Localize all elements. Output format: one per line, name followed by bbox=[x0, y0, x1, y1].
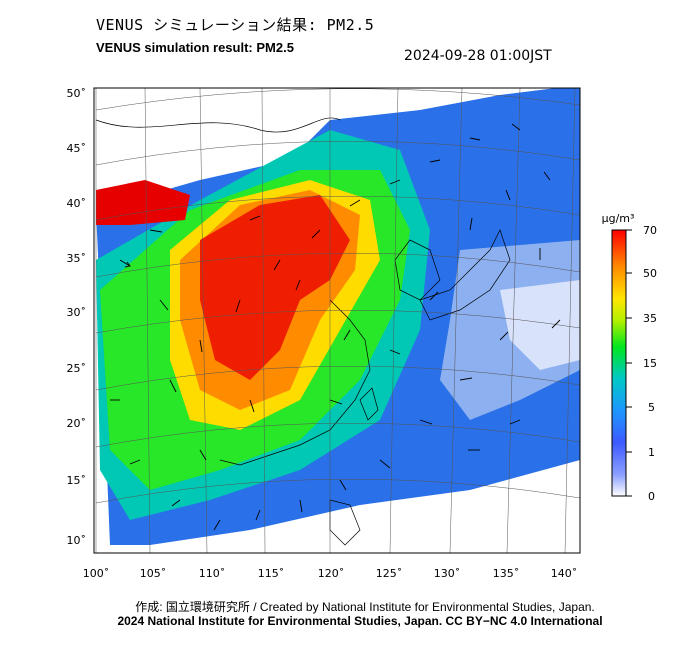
wind-vectors bbox=[110, 123, 561, 531]
map-frame bbox=[93, 87, 581, 554]
lon-tick-140: 140˚ bbox=[551, 567, 578, 580]
lat-tick-15: 15˚ bbox=[67, 474, 87, 487]
field-pale bbox=[500, 280, 580, 370]
lon-tick-110: 110˚ bbox=[199, 567, 226, 580]
colorbar-tick-15: 15 bbox=[643, 357, 657, 370]
lat-tick-50: 50˚ bbox=[67, 87, 87, 100]
colorbar: μg/m³ 70 50 35 15 5 1 0 bbox=[602, 212, 657, 503]
colorbar-tick-35: 35 bbox=[643, 312, 657, 325]
lat-tick-20: 20˚ bbox=[67, 417, 87, 430]
lat-tick-40: 40˚ bbox=[67, 197, 87, 210]
lon-tick-115: 115˚ bbox=[258, 567, 285, 580]
title-english: VENUS simulation result: PM2.5 bbox=[96, 40, 294, 55]
colorbar-tick-5: 5 bbox=[648, 401, 655, 414]
colorbar-unit: μg/m³ bbox=[602, 212, 635, 225]
lon-tick-105: 105˚ bbox=[140, 567, 167, 580]
lon-tick-labels: 100˚ 105˚ 110˚ 115˚ 120˚ 125˚ 130˚ 135˚ … bbox=[83, 567, 578, 580]
lon-tick-100: 100˚ bbox=[83, 567, 110, 580]
graticule bbox=[95, 88, 580, 553]
coastlines bbox=[95, 117, 511, 546]
colorbar-tick-1: 1 bbox=[648, 446, 655, 459]
lat-tick-10: 10˚ bbox=[67, 534, 87, 547]
timestamp: 2024-09-28 01:00JST bbox=[404, 48, 552, 64]
colorbar-tick-70: 70 bbox=[643, 224, 657, 237]
lon-tick-130: 130˚ bbox=[434, 567, 461, 580]
colorbar-gradient bbox=[611, 229, 627, 497]
lat-tick-30: 30˚ bbox=[67, 306, 87, 319]
credit-line: 作成: 国立環境研究所 / Created by National Instit… bbox=[135, 600, 595, 614]
lon-tick-125: 125˚ bbox=[376, 567, 403, 580]
field-red-north bbox=[96, 180, 190, 225]
field-red-main bbox=[200, 195, 350, 380]
map-area bbox=[94, 88, 580, 553]
lat-tick-labels: 50˚ 45˚ 40˚ 35˚ 30˚ 25˚ 20˚ 15˚ 10˚ bbox=[67, 87, 87, 547]
lat-tick-45: 45˚ bbox=[67, 142, 87, 155]
colorbar-tick-50: 50 bbox=[643, 267, 657, 280]
lat-tick-35: 35˚ bbox=[67, 252, 87, 265]
lat-tick-25: 25˚ bbox=[67, 362, 87, 375]
colorbar-tick-0: 0 bbox=[648, 490, 655, 503]
lon-tick-135: 135˚ bbox=[493, 567, 520, 580]
lon-tick-120: 120˚ bbox=[318, 567, 345, 580]
copyright-line: 2024 National Institute for Environmenta… bbox=[117, 614, 603, 628]
title-japanese: VENUS シミュレーション結果: PM2.5 bbox=[96, 16, 375, 34]
